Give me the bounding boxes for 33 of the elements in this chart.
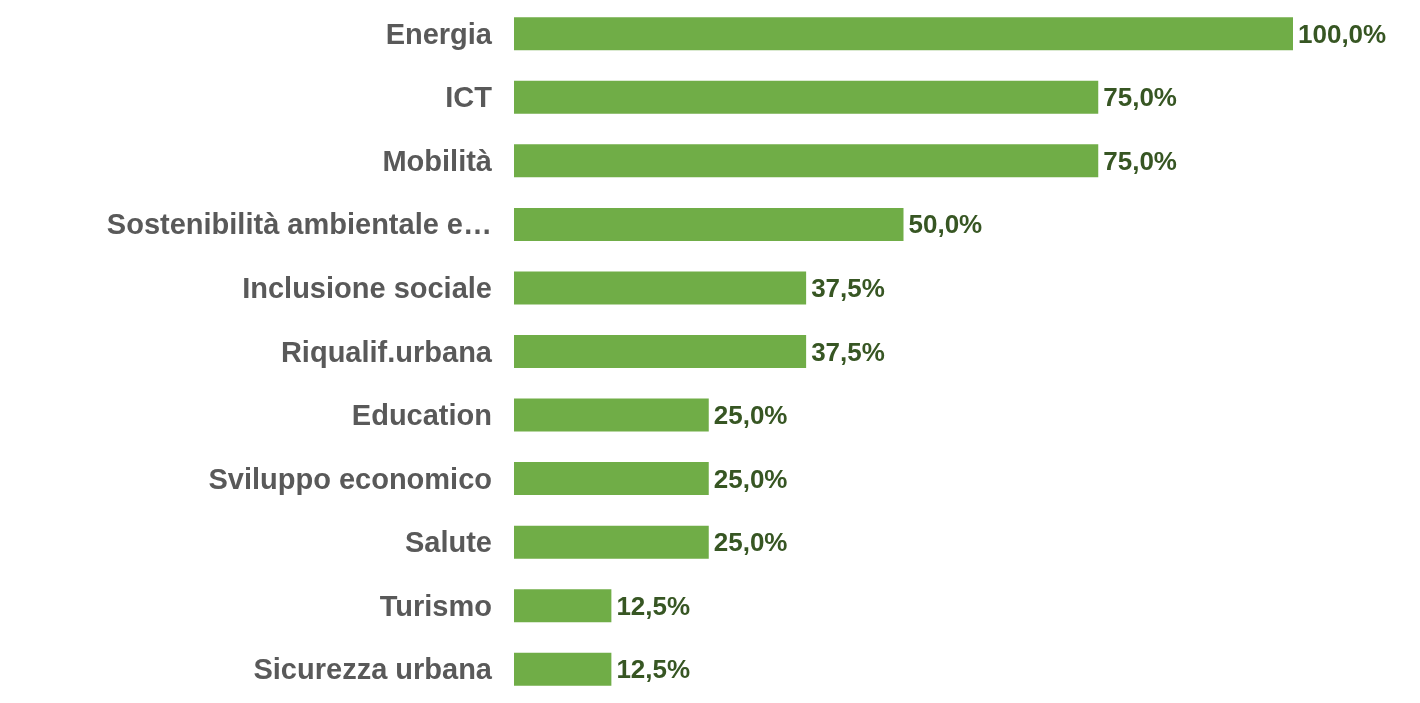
data-label: 75,0% xyxy=(1103,145,1177,176)
y-tick-label: Riqualif.urbana xyxy=(280,335,493,368)
data-label: 50,0% xyxy=(908,209,983,240)
bar xyxy=(514,80,1099,114)
y-tick-label: Education xyxy=(351,399,492,432)
y-tick-label: Sviluppo economico xyxy=(208,462,492,495)
data-label: 37,5% xyxy=(811,272,885,303)
bar xyxy=(514,525,709,559)
data-label: 25,0% xyxy=(713,400,788,431)
data-label: 12,5% xyxy=(616,590,691,621)
y-tick-label: Sicurezza urbana xyxy=(253,653,493,686)
y-tick-label: Inclusione sociale xyxy=(242,271,492,304)
data-label: 75,0% xyxy=(1103,82,1177,113)
bar xyxy=(514,652,612,686)
bar xyxy=(514,589,612,623)
data-label: 25,0% xyxy=(713,527,788,558)
bar xyxy=(514,207,904,241)
bar xyxy=(514,17,1293,51)
bar xyxy=(514,398,709,432)
bar xyxy=(514,462,709,496)
y-tick-label: Mobilità xyxy=(382,144,493,177)
data-label: 37,5% xyxy=(811,336,885,367)
y-tick-label: Sostenibilità ambientale e… xyxy=(106,208,492,241)
data-label: 100,0% xyxy=(1298,18,1387,49)
bar xyxy=(514,271,807,305)
data-label: 12,5% xyxy=(616,654,691,685)
data-label: 25,0% xyxy=(713,463,788,494)
y-tick-label: ICT xyxy=(445,81,493,114)
bar xyxy=(514,144,1099,178)
bar xyxy=(514,335,807,368)
y-tick-label: Salute xyxy=(404,526,492,559)
y-tick-label: Energia xyxy=(385,17,493,50)
y-tick-label: Turismo xyxy=(379,589,492,622)
